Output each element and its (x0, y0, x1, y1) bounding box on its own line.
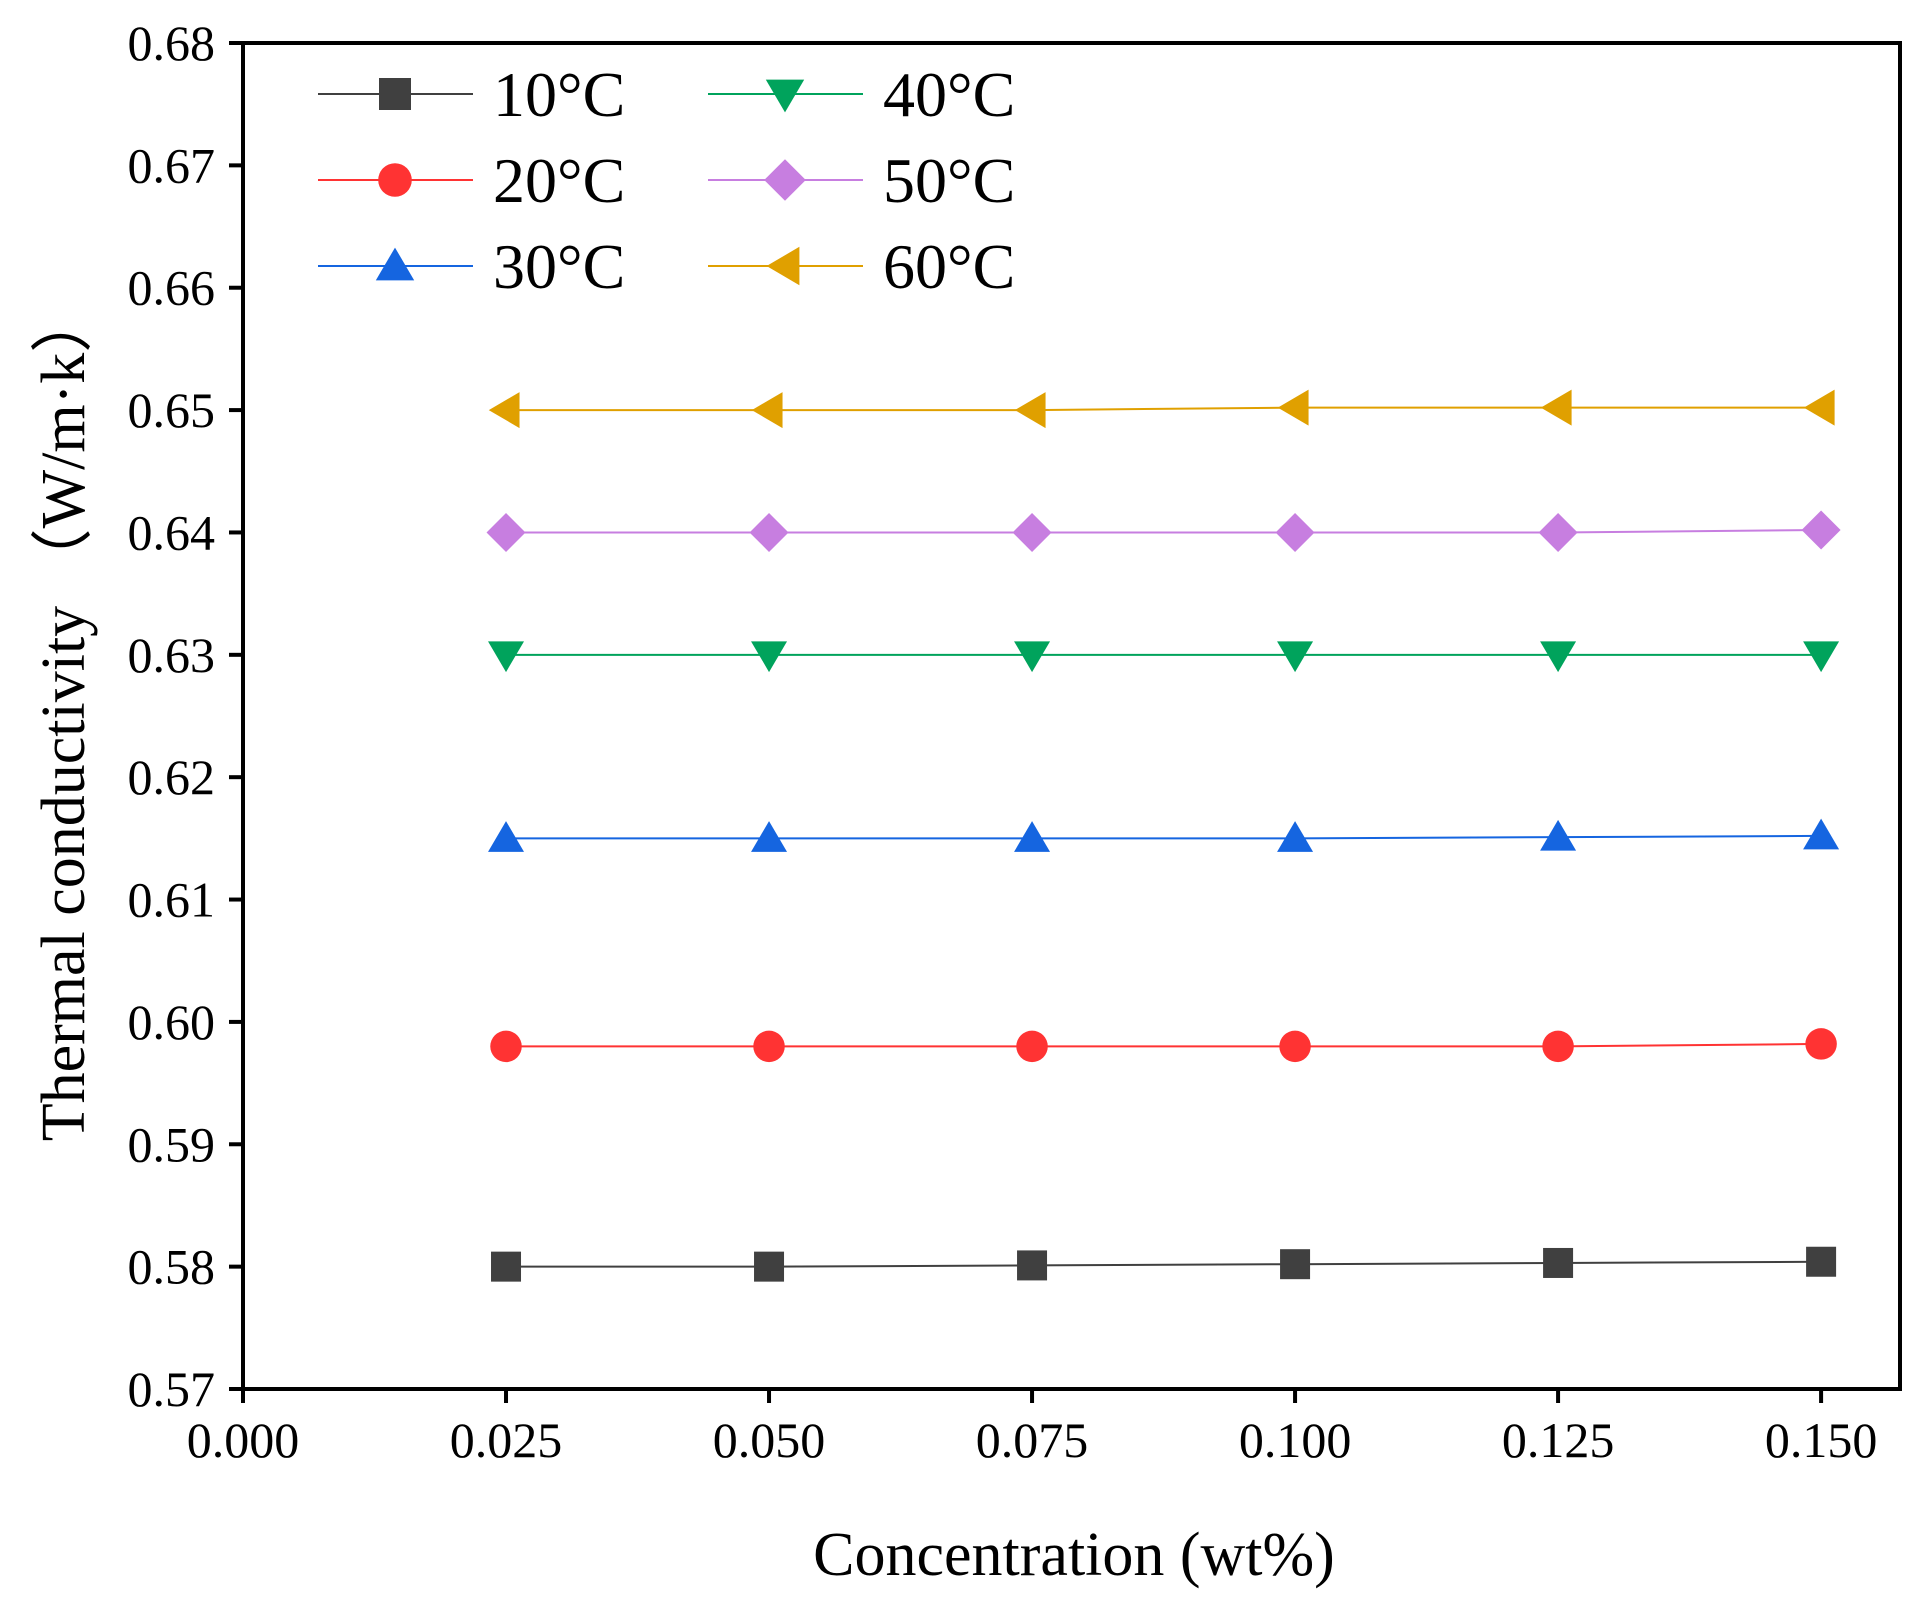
x-axis-title: Concentration (wt%) (813, 1521, 1335, 1589)
plot-area (486, 389, 1841, 1282)
y-tick-label: 0.64 (128, 504, 216, 560)
y-tick-label: 0.58 (128, 1239, 216, 1295)
data-point (751, 821, 788, 852)
data-point (1014, 392, 1046, 429)
x-tick-label: 0.025 (450, 1412, 563, 1468)
axis-ticks: 0.000 0.025 0.050 0.075 0.100 0.125 0.150 0.57 0… (128, 15, 1878, 1468)
data-point (486, 512, 526, 552)
y-tick-label: 0.60 (128, 994, 216, 1050)
data-point (1279, 1030, 1311, 1063)
data-point (1014, 821, 1051, 852)
legend-label: 10°C (493, 59, 625, 130)
legend-marker (764, 159, 806, 201)
legend-label: 60°C (883, 231, 1015, 302)
data-point (749, 512, 789, 552)
plot-frame (241, 41, 1902, 1391)
data-point (1277, 389, 1309, 426)
legend-marker (765, 79, 805, 113)
series-line (506, 834, 1822, 840)
y-tick-label: 0.63 (128, 627, 216, 683)
x-tick-label: 0.125 (1502, 1412, 1615, 1468)
series-4 (486, 510, 1841, 552)
data-point (488, 821, 525, 852)
legend-label: 20°C (493, 145, 625, 216)
data-point (1280, 1249, 1311, 1280)
series-3 (488, 641, 1840, 673)
data-point (751, 392, 783, 429)
series-line (506, 1042, 1822, 1048)
legend-item: 50°C (708, 145, 1015, 216)
legend: 10°C 20°C 30°C 40°C 50°C 60°C (318, 59, 1015, 302)
legend-item: 10°C (318, 59, 625, 130)
y-tick-label: 0.68 (128, 15, 216, 71)
x-tick-label: 0.150 (1765, 1412, 1878, 1468)
y-tick-label: 0.61 (128, 872, 216, 928)
legend-item: 60°C (708, 231, 1015, 302)
data-point (1275, 512, 1315, 552)
data-point (488, 392, 520, 429)
data-point (1803, 641, 1840, 673)
y-axis-title: Thermal conductivity （W/m·k） (30, 291, 98, 1142)
data-point (1016, 1030, 1048, 1063)
data-point (1277, 821, 1314, 852)
legend-label: 40°C (883, 59, 1015, 130)
data-point (753, 1030, 785, 1063)
x-tick-label: 0.000 (187, 1412, 300, 1468)
data-point (1543, 1247, 1574, 1278)
series-line (506, 1260, 1822, 1268)
data-point (1801, 510, 1841, 550)
data-point (1538, 512, 1578, 552)
data-point (488, 641, 525, 673)
data-point (1014, 641, 1051, 673)
legend-label: 50°C (883, 145, 1015, 216)
x-tick-label: 0.100 (1239, 1412, 1352, 1468)
data-point (1017, 1250, 1048, 1281)
y-tick-label: 0.62 (128, 749, 216, 805)
legend-item: 40°C (708, 59, 1015, 130)
data-point (1542, 1030, 1574, 1063)
data-point (1805, 1028, 1837, 1060)
data-point (1803, 389, 1835, 426)
data-point (754, 1251, 785, 1282)
legend-marker (375, 247, 415, 281)
legend-item: 30°C (318, 231, 625, 302)
data-point (1540, 389, 1572, 426)
series-line (506, 529, 1822, 534)
x-tick-label: 0.075 (976, 1412, 1089, 1468)
data-point (1540, 641, 1577, 673)
legend-marker (378, 163, 412, 197)
data-point (490, 1030, 522, 1063)
y-tick-label: 0.59 (128, 1116, 216, 1172)
data-point (491, 1251, 522, 1282)
legend-marker (379, 78, 411, 110)
data-point (1540, 819, 1577, 851)
y-tick-label: 0.65 (128, 382, 216, 438)
legend-label: 30°C (493, 231, 625, 302)
data-point (751, 641, 788, 673)
data-point (1806, 1246, 1837, 1277)
y-tick-label: 0.57 (128, 1361, 216, 1417)
series-2 (488, 818, 1840, 852)
legend-item: 20°C (318, 145, 625, 216)
series-0 (491, 1246, 1837, 1282)
series-5 (488, 389, 1835, 429)
data-point (1803, 818, 1840, 850)
y-tick-label: 0.67 (128, 137, 216, 193)
series-1 (490, 1028, 1837, 1063)
legend-marker (766, 246, 800, 286)
x-tick-label: 0.050 (713, 1412, 826, 1468)
data-point (1012, 512, 1052, 552)
y-tick-label: 0.66 (128, 260, 216, 316)
series-line (506, 406, 1822, 412)
data-point (1277, 641, 1314, 673)
